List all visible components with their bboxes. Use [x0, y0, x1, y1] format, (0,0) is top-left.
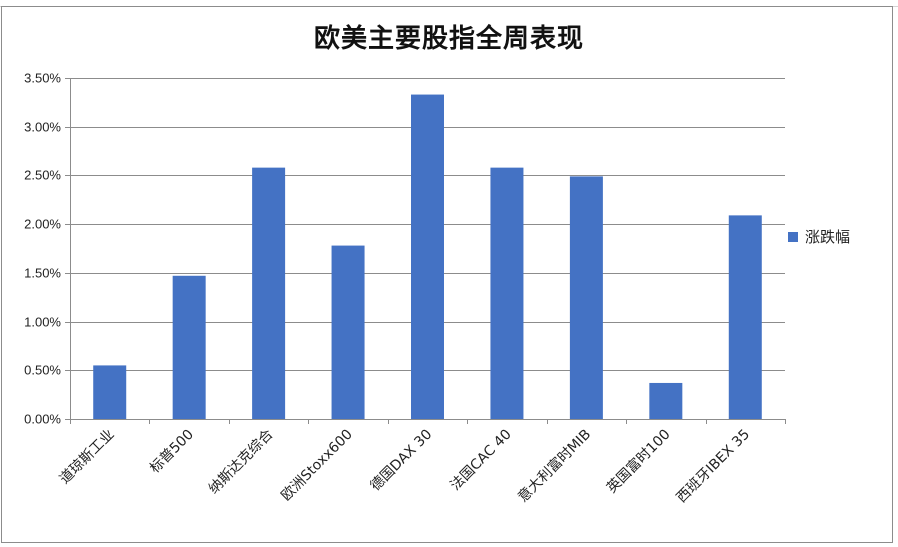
- x-category-label: 标普500: [147, 427, 197, 477]
- x-category-label: 法国CAC 40: [447, 427, 514, 494]
- x-category-label: 西班牙IBEX 35: [674, 427, 754, 507]
- x-category-label: 纳斯达克综合: [206, 427, 277, 498]
- y-tick-label: 3.00%: [24, 120, 61, 135]
- x-category-label: 意大利富时MIB: [514, 426, 594, 506]
- bar: [93, 365, 127, 419]
- bar: [490, 167, 524, 419]
- y-tick-label: 0.50%: [24, 363, 61, 378]
- y-tick-label: 1.50%: [24, 266, 61, 281]
- y-tick-label: 3.50%: [24, 71, 61, 86]
- y-tick-label: 2.00%: [24, 217, 61, 232]
- bar: [728, 215, 762, 419]
- bar: [331, 245, 365, 419]
- bar: [649, 382, 683, 419]
- y-tick-label: 1.00%: [24, 315, 61, 330]
- x-category-label: 德国DAX 30: [367, 427, 435, 495]
- legend-label: 涨跌幅: [805, 228, 851, 246]
- x-category-label: 英国富时100: [603, 426, 674, 497]
- y-tick-label: 2.50%: [24, 168, 61, 183]
- bar: [252, 167, 286, 419]
- bar: [172, 275, 206, 419]
- bar: [411, 94, 444, 419]
- chart-title: 欧美主要股指全周表现: [313, 24, 584, 54]
- x-category-label: 欧洲Stoxx600: [278, 427, 356, 505]
- y-tick-label: 0.00%: [24, 412, 61, 427]
- bar: [569, 176, 603, 419]
- x-category-label: 道琼斯工业: [57, 427, 118, 488]
- legend-swatch: [788, 231, 798, 242]
- legend: 涨跌幅: [788, 226, 850, 247]
